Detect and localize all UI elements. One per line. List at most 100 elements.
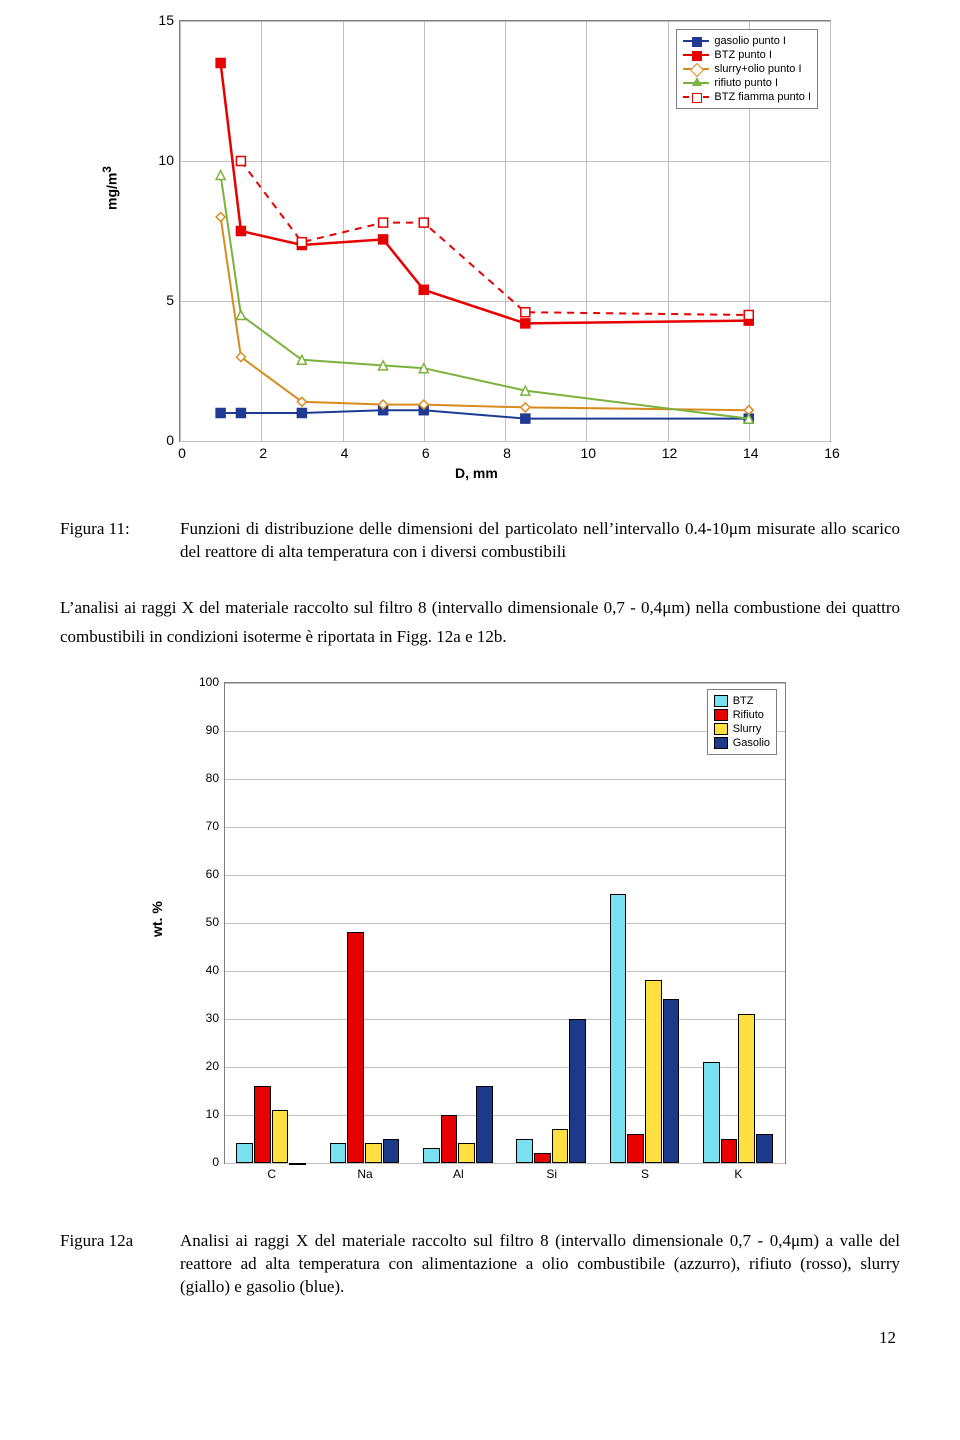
line-chart-y-label: mg/m3 xyxy=(101,166,120,210)
series-marker xyxy=(216,59,225,68)
x-tick-label: 0 xyxy=(172,445,192,461)
bar xyxy=(423,1148,440,1162)
series-marker xyxy=(236,409,245,418)
x-tick-label: 4 xyxy=(335,445,355,461)
series-marker xyxy=(419,285,428,294)
series-marker xyxy=(297,409,306,418)
bar xyxy=(703,1062,720,1163)
series-marker xyxy=(297,238,306,247)
series-line xyxy=(241,161,749,315)
x-tick-label: 6 xyxy=(416,445,436,461)
legend-item: BTZ xyxy=(714,694,770,708)
legend-label: Gasolio xyxy=(733,736,770,750)
line-chart-x-label: D, mm xyxy=(455,465,498,481)
series-marker xyxy=(216,213,225,222)
legend-label: Rifiuto xyxy=(733,708,764,722)
legend-label: BTZ fiamma punto I xyxy=(714,90,811,104)
bar xyxy=(610,894,627,1163)
series-line xyxy=(221,175,749,419)
legend-label: BTZ punto I xyxy=(714,48,771,62)
y-tick-label: 70 xyxy=(191,819,219,833)
bar xyxy=(476,1086,493,1163)
series-line xyxy=(221,63,749,323)
legend-label: gasolio punto I xyxy=(714,34,786,48)
x-tick-label: 12 xyxy=(660,445,680,461)
series-marker xyxy=(379,235,388,244)
body-paragraph: L’analisi ai raggi X del materiale racco… xyxy=(60,594,900,652)
y-tick-label: 50 xyxy=(191,915,219,929)
series-marker xyxy=(521,308,530,317)
figure-12a-label: Figura 12a xyxy=(60,1230,170,1299)
bar xyxy=(254,1086,271,1163)
page: mg/m3 0246810121416051015gasolio punto I… xyxy=(0,0,960,1388)
line-chart-legend: gasolio punto IBTZ punto Islurry+olio pu… xyxy=(676,29,818,109)
y-tick-label: 0 xyxy=(146,432,174,448)
figure-11-label: Figura 11: xyxy=(60,518,170,564)
bar xyxy=(569,1019,586,1163)
legend-label: rifiuto punto I xyxy=(714,76,778,90)
x-category-label: S xyxy=(598,1167,691,1181)
legend-item: Slurry xyxy=(714,722,770,736)
legend-item: Rifiuto xyxy=(714,708,770,722)
figure-11-text: Funzioni di distribuzione delle dimensio… xyxy=(180,518,900,564)
series-marker xyxy=(216,171,225,180)
bar xyxy=(236,1143,253,1162)
y-tick-label: 15 xyxy=(146,12,174,28)
x-category-label: Na xyxy=(318,1167,411,1181)
bar xyxy=(645,980,662,1162)
y-tick-label: 5 xyxy=(146,292,174,308)
bar xyxy=(516,1139,533,1163)
y-tick-label: 10 xyxy=(146,152,174,168)
figure-12a-caption: Figura 12a Analisi ai raggi X del materi… xyxy=(60,1230,900,1299)
series-marker xyxy=(521,319,530,328)
bar xyxy=(552,1129,569,1163)
bar xyxy=(347,932,364,1162)
bar-chart: 0102030405060708090100CNaAlSiSKBTZRifiut… xyxy=(224,682,786,1164)
x-tick-label: 8 xyxy=(497,445,517,461)
bar xyxy=(272,1110,289,1163)
x-category-label: Al xyxy=(412,1167,505,1181)
bar xyxy=(627,1134,644,1163)
x-category-label: K xyxy=(692,1167,785,1181)
y-tick-label: 0 xyxy=(191,1155,219,1169)
legend-item: BTZ punto I xyxy=(683,48,811,62)
bar xyxy=(534,1153,551,1163)
series-marker xyxy=(379,218,388,227)
legend-label: Slurry xyxy=(733,722,762,736)
y-tick-label: 30 xyxy=(191,1011,219,1025)
legend-label: slurry+olio punto I xyxy=(714,62,801,76)
page-number: 12 xyxy=(60,1328,900,1348)
y-tick-label: 20 xyxy=(191,1059,219,1073)
y-tick-label: 90 xyxy=(191,723,219,737)
bar xyxy=(330,1143,347,1162)
series-marker xyxy=(236,227,245,236)
series-marker xyxy=(216,409,225,418)
legend-item: rifiuto punto I xyxy=(683,76,811,90)
y-tick-label: 100 xyxy=(191,675,219,689)
series-marker xyxy=(744,311,753,320)
x-category-label: C xyxy=(225,1167,318,1181)
bar xyxy=(289,1163,306,1165)
bar xyxy=(458,1143,475,1162)
legend-label: BTZ xyxy=(733,694,754,708)
y-tick-label: 40 xyxy=(191,963,219,977)
legend-item: BTZ fiamma punto I xyxy=(683,90,811,104)
bar xyxy=(441,1115,458,1163)
bar xyxy=(365,1143,382,1162)
x-category-label: Si xyxy=(505,1167,598,1181)
bar xyxy=(756,1134,773,1163)
figure-12a-text: Analisi ai raggi X del materiale raccolt… xyxy=(180,1230,900,1299)
legend-item: gasolio punto I xyxy=(683,34,811,48)
y-tick-label: 80 xyxy=(191,771,219,785)
bar xyxy=(738,1014,755,1163)
x-tick-label: 2 xyxy=(253,445,273,461)
bar-chart-legend: BTZRifiutoSlurryGasolio xyxy=(707,689,777,755)
figure-11-caption: Figura 11: Funzioni di distribuzione del… xyxy=(60,518,900,564)
y-tick-label: 60 xyxy=(191,867,219,881)
x-tick-label: 16 xyxy=(822,445,842,461)
series-marker xyxy=(236,311,245,320)
line-chart: 0246810121416051015gasolio punto IBTZ pu… xyxy=(179,20,831,442)
y-tick-label: 10 xyxy=(191,1107,219,1121)
series-marker xyxy=(419,218,428,227)
series-marker xyxy=(521,403,530,412)
